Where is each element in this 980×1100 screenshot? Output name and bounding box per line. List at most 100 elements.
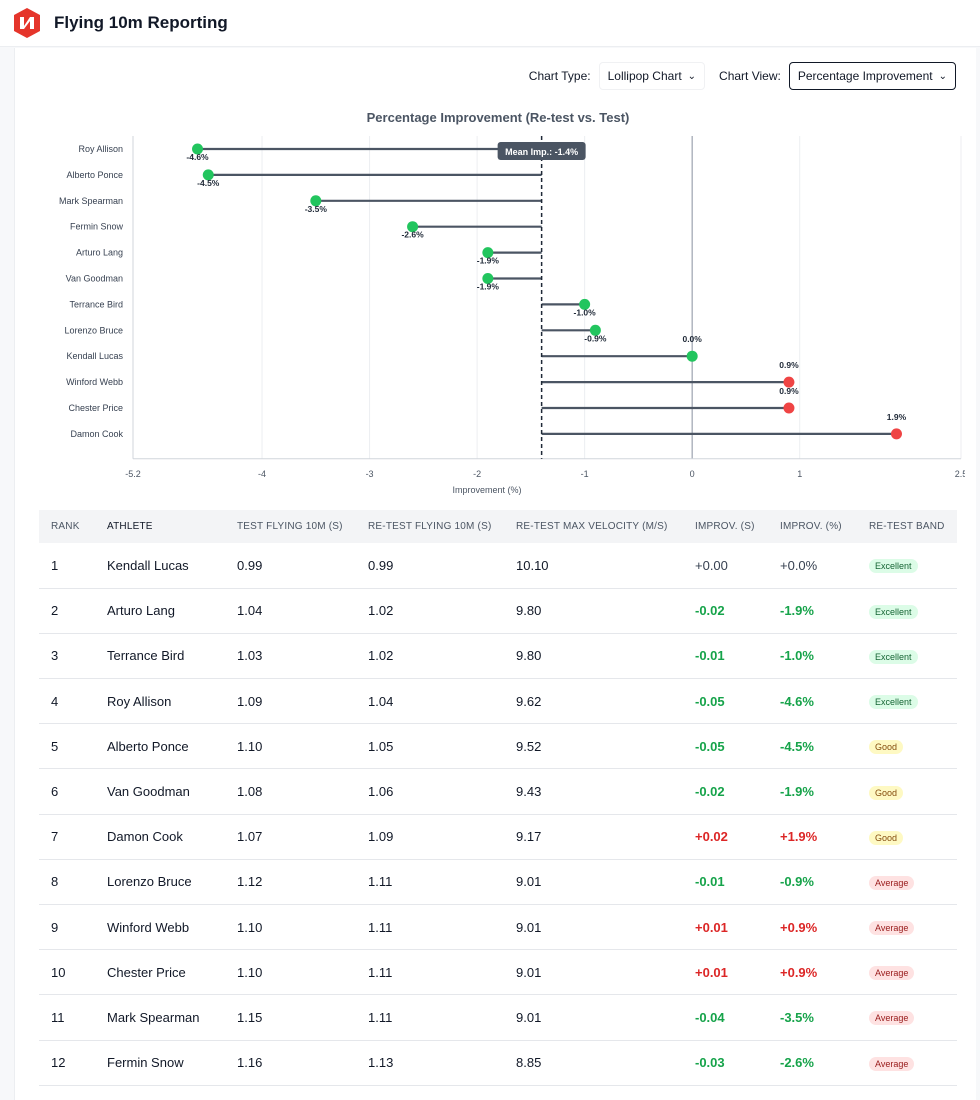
- max-velocity-cell: 9.43: [516, 784, 542, 800]
- table-row[interactable]: 3 Terrance Bird 1.03 1.02 9.80 -0.01 -1.0% Exce…: [39, 633, 957, 679]
- table-row[interactable]: 2 Arturo Lang 1.04 1.02 9.80 -0.02 -1.9% Excell…: [39, 588, 957, 634]
- band-cell: Average: [869, 905, 957, 950]
- report-panel: Chart Type: Lollipop Chart ⌄ Chart View:…: [14, 48, 976, 1100]
- lollipop-point: [890, 428, 902, 440]
- data-label: 0.9%: [779, 360, 799, 370]
- improv-s-cell: -0.01: [695, 648, 725, 664]
- table-row[interactable]: 6 Van Goodman 1.08 1.06 9.43 -0.02 -1.9% Good: [39, 769, 957, 815]
- col-retest[interactable]: RE-TEST FLYING 10M (S): [368, 521, 492, 532]
- table-row[interactable]: 8 Lorenzo Bruce 1.12 1.11 9.01 -0.01 -0.9% Aver…: [39, 859, 957, 905]
- chart-type-select[interactable]: Lollipop Chart ⌄: [598, 62, 706, 90]
- retest-time-cell: 1.04: [368, 693, 394, 709]
- col-improv-pct[interactable]: IMPROV. (%): [780, 521, 842, 532]
- chart-view-value: Percentage Improvement: [797, 69, 933, 83]
- max-velocity-cell: 8.85: [516, 1055, 542, 1071]
- data-label: -2.6%: [401, 230, 424, 240]
- improv-pct-cell: -1.0%: [780, 648, 814, 664]
- col-band[interactable]: RE-TEST BAND: [869, 521, 945, 532]
- chart-view-select[interactable]: Percentage Improvement ⌄: [788, 62, 956, 90]
- max-velocity-cell: 9.80: [516, 648, 542, 664]
- improv-s-cell: -0.02: [695, 603, 725, 619]
- band-cell: Excellent: [869, 543, 957, 588]
- retest-time-cell: 1.11: [368, 874, 393, 890]
- results-table: RANK ATHLETE TEST FLYING 10M (S) RE-TEST…: [39, 510, 957, 1086]
- table-row[interactable]: 10 Chester Price 1.10 1.11 9.01 +0.01 +0.9% Ave…: [39, 950, 957, 995]
- test-time-cell: 1.03: [237, 648, 263, 664]
- chevron-down-icon: ⌄: [938, 70, 947, 82]
- athlete-cell: Chester Price: [107, 964, 186, 980]
- rank-cell: 12: [51, 1055, 66, 1071]
- test-time-cell: 1.16: [237, 1055, 263, 1071]
- table-row[interactable]: 9 Winford Webb 1.10 1.11 9.01 +0.01 +0.9% Avera…: [39, 905, 957, 950]
- lollipop-point: [482, 273, 494, 284]
- lollipop-point: [192, 143, 204, 155]
- band-cell: Average: [869, 1040, 957, 1085]
- x-tick-label: -2: [473, 469, 481, 479]
- band-badge: Average: [869, 966, 915, 981]
- max-velocity-cell: 9.17: [516, 829, 542, 845]
- data-label: 0.0%: [682, 334, 702, 344]
- retest-time-cell: 0.99: [368, 557, 394, 573]
- retest-time-cell: 1.13: [368, 1055, 394, 1071]
- lollipop-point: [482, 247, 494, 259]
- data-label: -0.9%: [584, 333, 607, 343]
- mean-label: Mean Imp.: -1.4%: [505, 147, 578, 157]
- table-row[interactable]: 12 Fermin Snow 1.16 1.13 8.85 -0.03 -2.6% Avera…: [39, 1040, 957, 1086]
- test-time-cell: 1.10: [237, 738, 263, 754]
- band-cell: Good: [869, 769, 957, 814]
- col-max-velocity[interactable]: RE-TEST MAX VELOCITY (M/S): [516, 521, 668, 532]
- max-velocity-cell: 9.01: [516, 1009, 542, 1025]
- col-athlete[interactable]: ATHLETE: [107, 521, 153, 532]
- retest-time-cell: 1.11: [368, 919, 393, 935]
- table-row[interactable]: 4 Roy Allison 1.09 1.04 9.62 -0.05 -4.6% Excell…: [39, 679, 957, 724]
- retest-time-cell: 1.02: [368, 648, 394, 664]
- band-cell: Average: [869, 995, 957, 1040]
- improv-pct-cell: -1.9%: [780, 784, 814, 800]
- athlete-cell: Alberto Ponce: [107, 738, 189, 754]
- chart-view-label: Chart View:: [719, 69, 781, 83]
- athlete-cell: Kendall Lucas: [107, 557, 189, 573]
- band-cell: Average: [869, 859, 957, 904]
- athlete-cell: Winford Webb: [107, 919, 190, 935]
- table-row[interactable]: 11 Mark Spearman 1.15 1.11 9.01 -0.04 -3.5% Ave…: [39, 995, 957, 1041]
- band-cell: Excellent: [869, 679, 957, 724]
- col-improv-s[interactable]: IMPROV. (S): [695, 521, 755, 532]
- test-time-cell: 1.08: [237, 784, 263, 800]
- retest-time-cell: 1.11: [368, 1009, 393, 1025]
- lightning-bolt-logo-icon[interactable]: [12, 7, 42, 39]
- rank-cell: 5: [51, 738, 59, 754]
- x-tick-label: -5.2: [125, 469, 141, 479]
- lollipop-point: [783, 376, 795, 388]
- y-tick-label: Lorenzo Bruce: [64, 325, 123, 335]
- data-label: -1.9%: [477, 256, 500, 266]
- y-tick-label: Fermin Snow: [70, 222, 124, 232]
- improv-s-cell: -0.05: [695, 738, 725, 754]
- table-row[interactable]: 5 Alberto Ponce 1.10 1.05 9.52 -0.05 -4.5% Good: [39, 724, 957, 769]
- band-badge: Excellent: [869, 559, 918, 574]
- data-label: 0.9%: [779, 386, 799, 396]
- table-row[interactable]: 7 Damon Cook 1.07 1.09 9.17 +0.02 +1.9% Good: [39, 814, 957, 860]
- band-badge: Excellent: [869, 649, 918, 664]
- col-rank[interactable]: RANK: [51, 521, 80, 532]
- improv-s-cell: +0.02: [695, 829, 728, 845]
- app-title: Flying 10m Reporting: [54, 13, 228, 32]
- test-time-cell: 1.10: [237, 919, 263, 935]
- improv-s-cell: -0.02: [695, 784, 725, 800]
- rank-cell: 8: [51, 874, 59, 890]
- y-tick-label: Arturo Lang: [76, 248, 123, 258]
- improv-pct-cell: -1.9%: [780, 603, 814, 619]
- band-badge: Excellent: [869, 695, 918, 710]
- table-row[interactable]: 1 Kendall Lucas 0.99 0.99 10.10 +0.00 +0.0% Exc…: [39, 543, 957, 589]
- improv-s-cell: +0.01: [695, 919, 728, 935]
- col-test[interactable]: TEST FLYING 10M (S): [237, 521, 343, 532]
- lollipop-chart: Percentage Improvement (Re-test vs. Test…: [25, 104, 965, 534]
- improv-s-cell: -0.01: [695, 874, 725, 890]
- x-tick-label: -1: [581, 469, 589, 479]
- test-time-cell: 1.12: [237, 874, 263, 890]
- test-time-cell: 1.10: [237, 964, 263, 980]
- test-time-cell: 1.15: [237, 1009, 263, 1025]
- rank-cell: 10: [51, 964, 66, 980]
- improv-pct-cell: +0.0%: [780, 557, 818, 573]
- chart-type-label: Chart Type:: [528, 69, 591, 83]
- table-header-row: RANK ATHLETE TEST FLYING 10M (S) RE-TEST…: [39, 510, 957, 543]
